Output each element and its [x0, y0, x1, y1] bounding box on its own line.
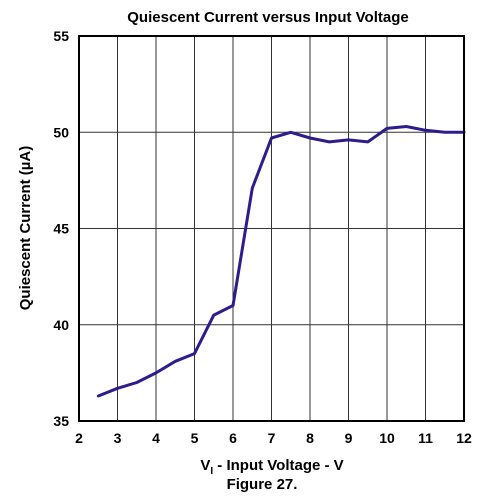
x-tick-label: 12 [456, 430, 472, 446]
x-tick-labels: 2 3 4 5 6 7 8 9 10 11 12 [75, 430, 472, 446]
series-line [96, 125, 466, 398]
x-tick-label: 4 [152, 430, 160, 446]
y-tick-labels: 35 40 45 50 55 [53, 28, 69, 429]
x-tick-label: 10 [379, 430, 395, 446]
x-axis-label-subscript: I [210, 466, 213, 477]
y-tick-label: 45 [53, 221, 69, 237]
x-tick-label: 7 [268, 430, 276, 446]
y-tick-label: 35 [53, 413, 69, 429]
figure-caption: Figure 27. [227, 476, 298, 493]
plot-frame [78, 35, 465, 422]
y-tick-label: 50 [53, 124, 69, 140]
x-tick-label: 5 [191, 430, 199, 446]
x-axis-label: VI - Input Voltage - V [200, 457, 343, 477]
x-tick-label: 2 [75, 430, 83, 446]
y-tick-label: 55 [53, 28, 69, 44]
x-tick-label: 3 [114, 430, 122, 446]
y-axis-label: Quiescent Current (µA) [17, 146, 34, 311]
x-axis-label-main: V [200, 457, 210, 474]
x-tick-label: 8 [306, 430, 314, 446]
x-tick-label: 11 [418, 430, 433, 446]
grid [78, 35, 465, 422]
y-tick-label: 40 [53, 317, 69, 333]
x-axis-label-rest: - Input Voltage - V [213, 457, 344, 474]
chart-title: Quiescent Current versus Input Voltage [127, 9, 408, 26]
x-tick-label: 9 [345, 430, 353, 446]
x-tick-label: 6 [229, 430, 237, 446]
